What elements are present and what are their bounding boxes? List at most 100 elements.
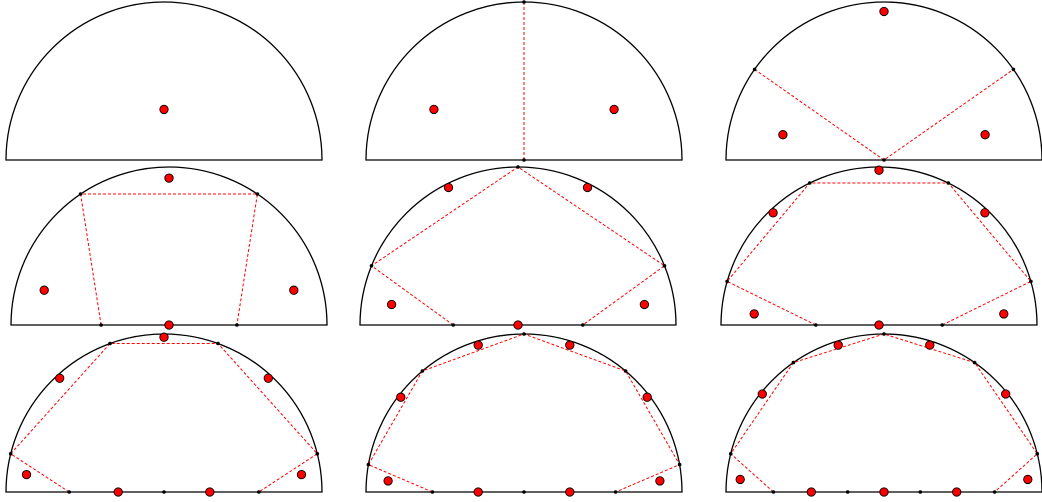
center-point: [639, 299, 650, 310]
semicircle-outline: [5, 1, 323, 161]
vertex-dot: [581, 323, 585, 327]
vertex-dot: [257, 490, 261, 494]
center-point: [205, 487, 215, 497]
center-point: [879, 487, 889, 497]
center-point: [396, 392, 406, 402]
vertex-dot: [940, 323, 944, 327]
partition-line: [754, 68, 1014, 161]
semicircle-outline: [5, 333, 323, 493]
vertex-dot: [677, 462, 682, 467]
center-point: [778, 130, 788, 140]
center-point: [749, 309, 759, 319]
panel-4: [10, 166, 328, 330]
partition-line: [726, 182, 1032, 326]
partition-line: [370, 166, 666, 326]
center-point: [443, 182, 454, 193]
semicircle-outline: [725, 333, 1042, 493]
semicircle-outline: [10, 166, 328, 326]
vertex-dot: [1011, 67, 1016, 72]
vertex-dot: [451, 323, 456, 327]
vertex-dot: [315, 452, 320, 456]
center-point: [980, 130, 990, 140]
panel-5: [359, 165, 677, 330]
vertex-dot: [162, 490, 166, 494]
center-point: [473, 340, 483, 350]
center-point: [565, 487, 575, 497]
center-point: [513, 320, 523, 330]
center-point: [263, 373, 273, 383]
center-point: [55, 373, 65, 383]
center-point: [879, 6, 889, 17]
vertex-dot: [725, 279, 729, 284]
panel-1: [5, 1, 323, 161]
semicircle-outline: [359, 166, 677, 326]
vertex-dot: [255, 192, 260, 196]
center-point: [999, 309, 1009, 319]
vertex-dot: [78, 192, 83, 196]
vertex-dot: [516, 165, 520, 169]
semicircle-outline: [720, 166, 1038, 326]
center-point: [1001, 389, 1011, 399]
center-point: [757, 389, 767, 399]
semicircle-outline: [725, 1, 1042, 161]
panel-7: [5, 332, 323, 497]
partition-line: [730, 333, 1038, 493]
center-point: [159, 332, 169, 342]
vertex-dot: [807, 181, 812, 185]
vertex-dot: [216, 341, 220, 346]
center-point: [565, 340, 575, 350]
panel-8: [365, 332, 683, 497]
center-point: [159, 104, 169, 115]
center-point: [642, 392, 652, 402]
center-point: [289, 285, 299, 295]
vertex-dot: [522, 0, 526, 4]
vertex-dot: [235, 323, 239, 327]
center-point: [113, 487, 123, 497]
center-point: [21, 469, 32, 480]
center-point: [874, 165, 884, 175]
vertex-dot: [882, 158, 886, 162]
center-point: [609, 104, 619, 115]
vertex-dot: [972, 360, 977, 365]
center-point: [296, 469, 307, 480]
center-point: [473, 487, 483, 497]
vertex-dot: [99, 323, 103, 327]
center-point: [952, 487, 962, 497]
vertex-dot: [791, 360, 796, 365]
panel-6: [720, 165, 1038, 330]
center-point: [833, 340, 843, 350]
vertex-dot: [366, 462, 371, 467]
vertex-dot: [1029, 279, 1033, 284]
center-point: [164, 173, 174, 183]
vertex-dot: [728, 452, 733, 456]
vertex-dot: [522, 158, 526, 162]
center-point: [1023, 474, 1033, 485]
center-point: [164, 320, 174, 330]
center-point: [768, 208, 778, 218]
vertex-dot: [882, 332, 886, 336]
vertex-dot: [814, 323, 818, 327]
center-point: [386, 299, 397, 310]
vertex-dot: [845, 490, 850, 494]
vertex-dot: [623, 369, 628, 373]
vertex-dot: [946, 181, 951, 185]
panel-2: [365, 0, 683, 162]
center-point: [383, 476, 393, 486]
partition-line: [80, 193, 258, 326]
center-point: [874, 320, 884, 330]
vertex-dot: [108, 341, 112, 346]
center-point: [39, 285, 49, 295]
vertex-dot: [613, 490, 618, 494]
vertex-dot: [918, 490, 923, 494]
center-point: [655, 476, 665, 486]
panel-9: [725, 332, 1042, 497]
vertex-dot: [369, 264, 374, 268]
vertex-dot: [771, 490, 776, 494]
vertex-dot: [992, 490, 997, 494]
center-point: [582, 182, 593, 193]
vertex-dot: [752, 67, 757, 72]
partition-line: [367, 333, 681, 493]
vertex-dot: [662, 264, 667, 268]
